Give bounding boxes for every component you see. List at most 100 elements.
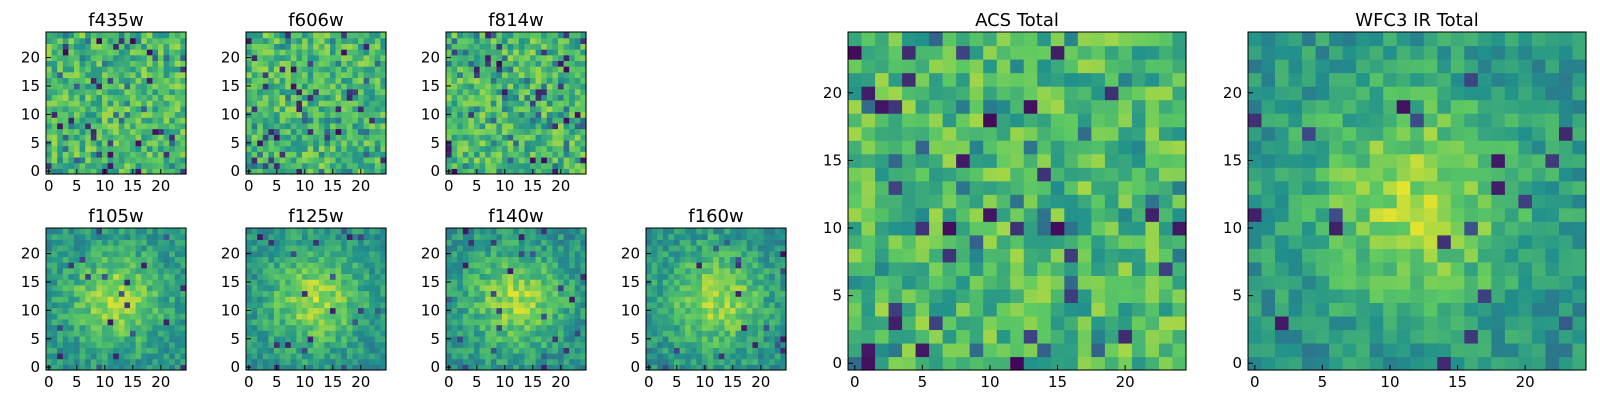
heatmap-cell [474,250,481,257]
heatmap-cell [251,267,258,275]
heatmap-cell [169,66,176,73]
heatmap-cell [1023,248,1038,263]
heatmap-cell [646,324,653,331]
heatmap-cell [1118,221,1133,236]
heatmap-cell [524,330,531,337]
heatmap-cell [335,145,342,152]
heatmap-cell [107,60,114,67]
heatmap-cell [113,168,120,175]
heatmap-cell [324,145,331,152]
heatmap-cell [496,335,503,343]
heatmap-cell [769,239,776,246]
heatmap-cell [380,262,387,269]
heatmap-cell [763,267,770,275]
heatmap-cell [507,32,514,39]
heatmap-cell [769,324,776,331]
heatmap-cell [646,284,653,292]
heatmap-cell [380,273,387,280]
heatmap-cell [51,358,58,365]
heatmap-cell [57,318,64,326]
heatmap-cell [563,94,570,101]
heatmap-cell [530,43,537,50]
heatmap-cell [956,315,971,331]
heatmap-cell [302,267,309,275]
heatmap-cell [135,32,142,39]
heatmap-cell [574,139,581,147]
heatmap-cell [1077,302,1092,317]
heatmap-cell [363,151,370,158]
heatmap-cell [1118,167,1133,182]
heatmap-cell [330,318,337,326]
heatmap-cell [246,88,253,96]
heatmap-cell [302,32,309,39]
heatmap-cell [1172,288,1187,303]
heatmap-cell [929,153,944,168]
heatmap-cell [251,245,258,252]
heatmap-cell [1077,194,1092,209]
heatmap-cell [180,262,187,269]
heatmap-cell [369,307,376,314]
heatmap-cell [535,324,542,331]
heatmap-cell [279,245,286,252]
heatmap-cell [74,296,81,303]
heatmap-cell [158,358,165,365]
heatmap-cell [696,341,703,348]
heatmap-cell [369,318,376,326]
heatmap-cell [251,77,258,84]
heatmap-cell [118,273,125,280]
heatmap-cell [479,296,486,303]
heatmap-cell [318,352,325,360]
heatmap-cell [46,245,53,252]
heatmap-cell [274,162,281,169]
heatmap-cell [296,117,303,124]
heatmap-cell [563,111,570,118]
heatmap-cell [569,117,576,124]
heatmap-cell [490,37,497,44]
heatmap-cell [285,256,292,263]
heatmap-cell [942,180,957,195]
heatmap-cell [446,156,453,164]
x-tick-label: 5 [472,373,482,391]
heatmap-cell [861,302,876,317]
heatmap-cell [1023,167,1038,182]
heatmap-cell [741,341,748,348]
heatmap-cell [146,273,153,280]
heatmap-cell [146,347,153,354]
y-tick-label: 0 [30,358,40,376]
heatmap-cell [752,273,759,280]
heatmap-cell [124,32,131,39]
y-tick-label: 20 [421,49,440,67]
heatmap-cell [135,139,142,147]
heatmap-cell [102,335,109,343]
heatmap-cell [996,261,1011,276]
heatmap-cell [358,313,365,320]
heatmap-cell [130,347,137,354]
heatmap-cell [646,301,653,309]
heatmap-cell [141,71,148,79]
heatmap-cell [380,100,387,107]
y-tick-label: 10 [21,105,40,123]
heatmap-cell [152,267,159,275]
heatmap-cell [485,307,492,314]
heatmap-cell [875,275,890,290]
heatmap-cell [674,273,681,280]
heatmap-cell [274,245,281,252]
heatmap-cell [496,267,503,275]
heatmap-cell [1131,315,1147,331]
heatmap-cell [341,296,348,303]
heatmap-cell [524,364,531,371]
heatmap-cell [279,290,286,297]
heatmap-cell [174,105,181,113]
heatmap-cell [574,43,581,50]
heatmap-cell [1010,315,1025,331]
heatmap-cell [730,250,737,257]
heatmap-cell [163,347,170,354]
heatmap-cell [307,88,314,96]
heatmap-cell [752,301,759,309]
heatmap-cell [251,330,258,337]
heatmap-cell [118,358,125,365]
heatmap-cell [180,267,187,275]
heatmap-cell [46,100,53,107]
heatmap-cell [113,330,120,337]
heatmap-cell [446,324,453,331]
